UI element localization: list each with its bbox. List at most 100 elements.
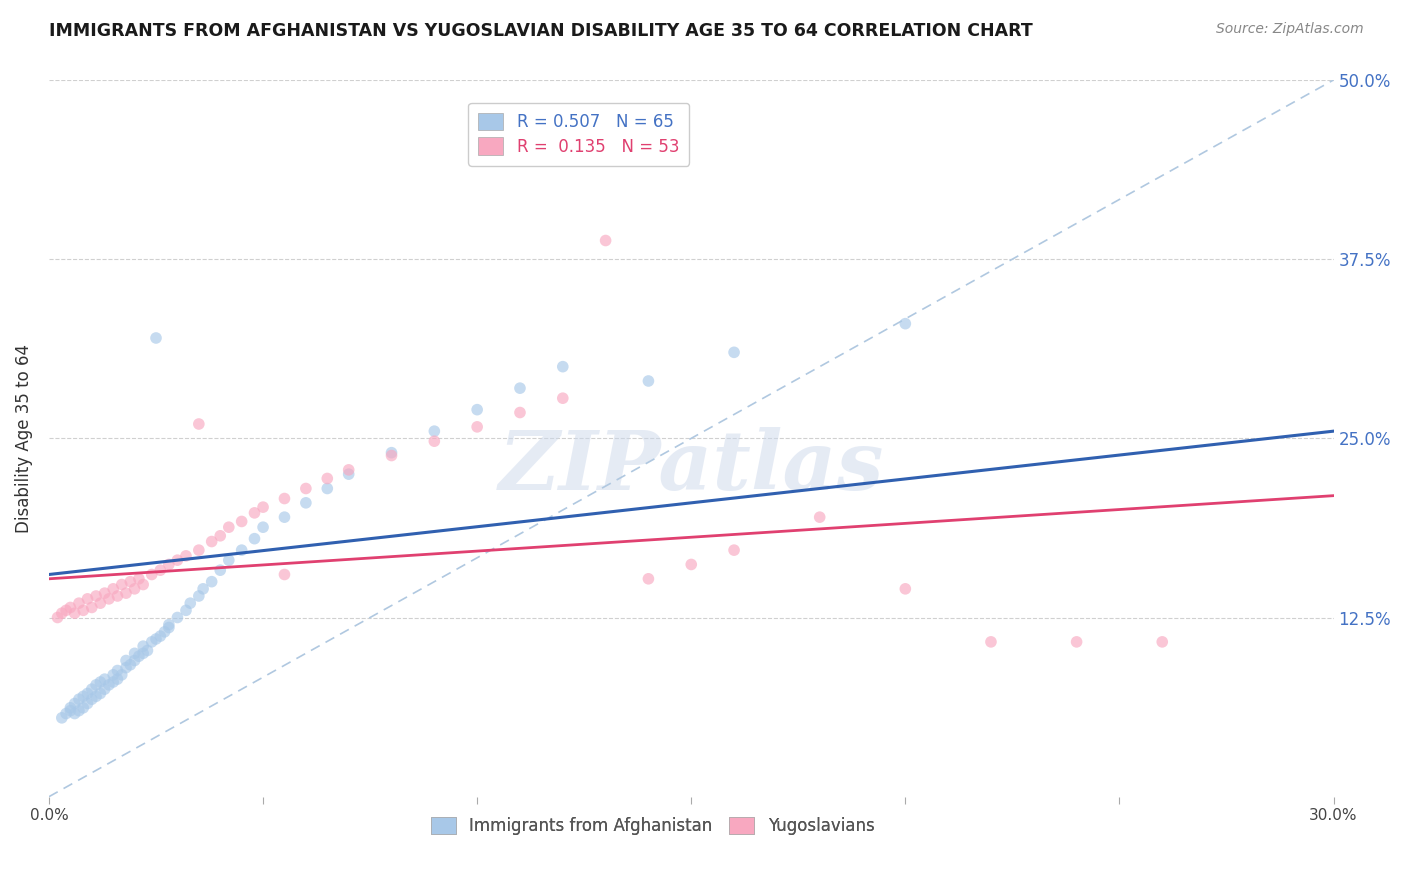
Point bbox=[231, 515, 253, 529]
Point bbox=[380, 445, 402, 459]
Point bbox=[509, 381, 531, 395]
Point bbox=[465, 402, 488, 417]
Legend: Immigrants from Afghanistan, Yugoslavians: Immigrants from Afghanistan, Yugoslavian… bbox=[425, 811, 882, 842]
Point bbox=[243, 506, 266, 520]
Point bbox=[111, 668, 134, 682]
Point bbox=[157, 617, 180, 632]
Point bbox=[59, 701, 82, 715]
Point bbox=[295, 496, 318, 510]
Point bbox=[84, 589, 107, 603]
Point bbox=[72, 701, 94, 715]
Point bbox=[115, 653, 138, 667]
Y-axis label: Disability Age 35 to 64: Disability Age 35 to 64 bbox=[15, 343, 32, 533]
Point bbox=[80, 682, 103, 697]
Point bbox=[97, 591, 120, 606]
Point bbox=[209, 529, 232, 543]
Point bbox=[201, 574, 224, 589]
Point bbox=[107, 589, 129, 603]
Point bbox=[337, 463, 360, 477]
Point bbox=[55, 706, 77, 721]
Point bbox=[124, 653, 146, 667]
Point bbox=[80, 600, 103, 615]
Point bbox=[157, 558, 180, 572]
Point bbox=[273, 510, 295, 524]
Point bbox=[1152, 635, 1174, 649]
Point bbox=[132, 646, 155, 660]
Point bbox=[423, 424, 446, 438]
Point bbox=[723, 543, 745, 558]
Point bbox=[76, 591, 98, 606]
Point bbox=[1066, 635, 1088, 649]
Point bbox=[128, 649, 150, 664]
Point bbox=[149, 563, 172, 577]
Point bbox=[145, 331, 167, 345]
Point bbox=[316, 471, 339, 485]
Point bbox=[551, 391, 574, 405]
Point bbox=[595, 234, 617, 248]
Point bbox=[191, 582, 214, 596]
Point bbox=[115, 586, 138, 600]
Point bbox=[103, 675, 125, 690]
Point bbox=[107, 672, 129, 686]
Point bbox=[209, 563, 232, 577]
Text: Source: ZipAtlas.com: Source: ZipAtlas.com bbox=[1216, 22, 1364, 37]
Point bbox=[187, 589, 209, 603]
Point bbox=[72, 603, 94, 617]
Point bbox=[187, 543, 209, 558]
Point bbox=[681, 558, 703, 572]
Point bbox=[141, 635, 163, 649]
Point bbox=[637, 572, 659, 586]
Point bbox=[157, 621, 180, 635]
Point bbox=[103, 668, 125, 682]
Point bbox=[637, 374, 659, 388]
Point bbox=[93, 682, 115, 697]
Point bbox=[337, 467, 360, 482]
Point bbox=[89, 596, 111, 610]
Point bbox=[894, 582, 917, 596]
Point bbox=[141, 567, 163, 582]
Point bbox=[63, 697, 86, 711]
Point bbox=[59, 704, 82, 718]
Point bbox=[231, 543, 253, 558]
Point bbox=[136, 643, 159, 657]
Point bbox=[465, 420, 488, 434]
Point bbox=[980, 635, 1002, 649]
Point bbox=[295, 482, 318, 496]
Point bbox=[63, 606, 86, 620]
Point bbox=[243, 532, 266, 546]
Point bbox=[84, 690, 107, 704]
Point bbox=[67, 692, 90, 706]
Point bbox=[509, 405, 531, 419]
Point bbox=[201, 534, 224, 549]
Point bbox=[179, 596, 201, 610]
Point bbox=[218, 520, 240, 534]
Point bbox=[166, 553, 188, 567]
Point bbox=[174, 603, 197, 617]
Point bbox=[423, 434, 446, 449]
Point bbox=[103, 582, 125, 596]
Point bbox=[252, 520, 274, 534]
Point bbox=[128, 572, 150, 586]
Point bbox=[93, 586, 115, 600]
Point bbox=[67, 596, 90, 610]
Point bbox=[153, 624, 176, 639]
Point bbox=[51, 606, 73, 620]
Point bbox=[723, 345, 745, 359]
Point bbox=[808, 510, 831, 524]
Point bbox=[55, 603, 77, 617]
Point bbox=[551, 359, 574, 374]
Point bbox=[72, 690, 94, 704]
Point bbox=[132, 577, 155, 591]
Point bbox=[84, 678, 107, 692]
Point bbox=[380, 449, 402, 463]
Point bbox=[120, 657, 142, 672]
Point bbox=[132, 639, 155, 653]
Point bbox=[218, 553, 240, 567]
Point bbox=[93, 672, 115, 686]
Point bbox=[124, 582, 146, 596]
Point bbox=[107, 664, 129, 678]
Point bbox=[76, 686, 98, 700]
Point bbox=[166, 610, 188, 624]
Point bbox=[174, 549, 197, 563]
Point bbox=[111, 577, 134, 591]
